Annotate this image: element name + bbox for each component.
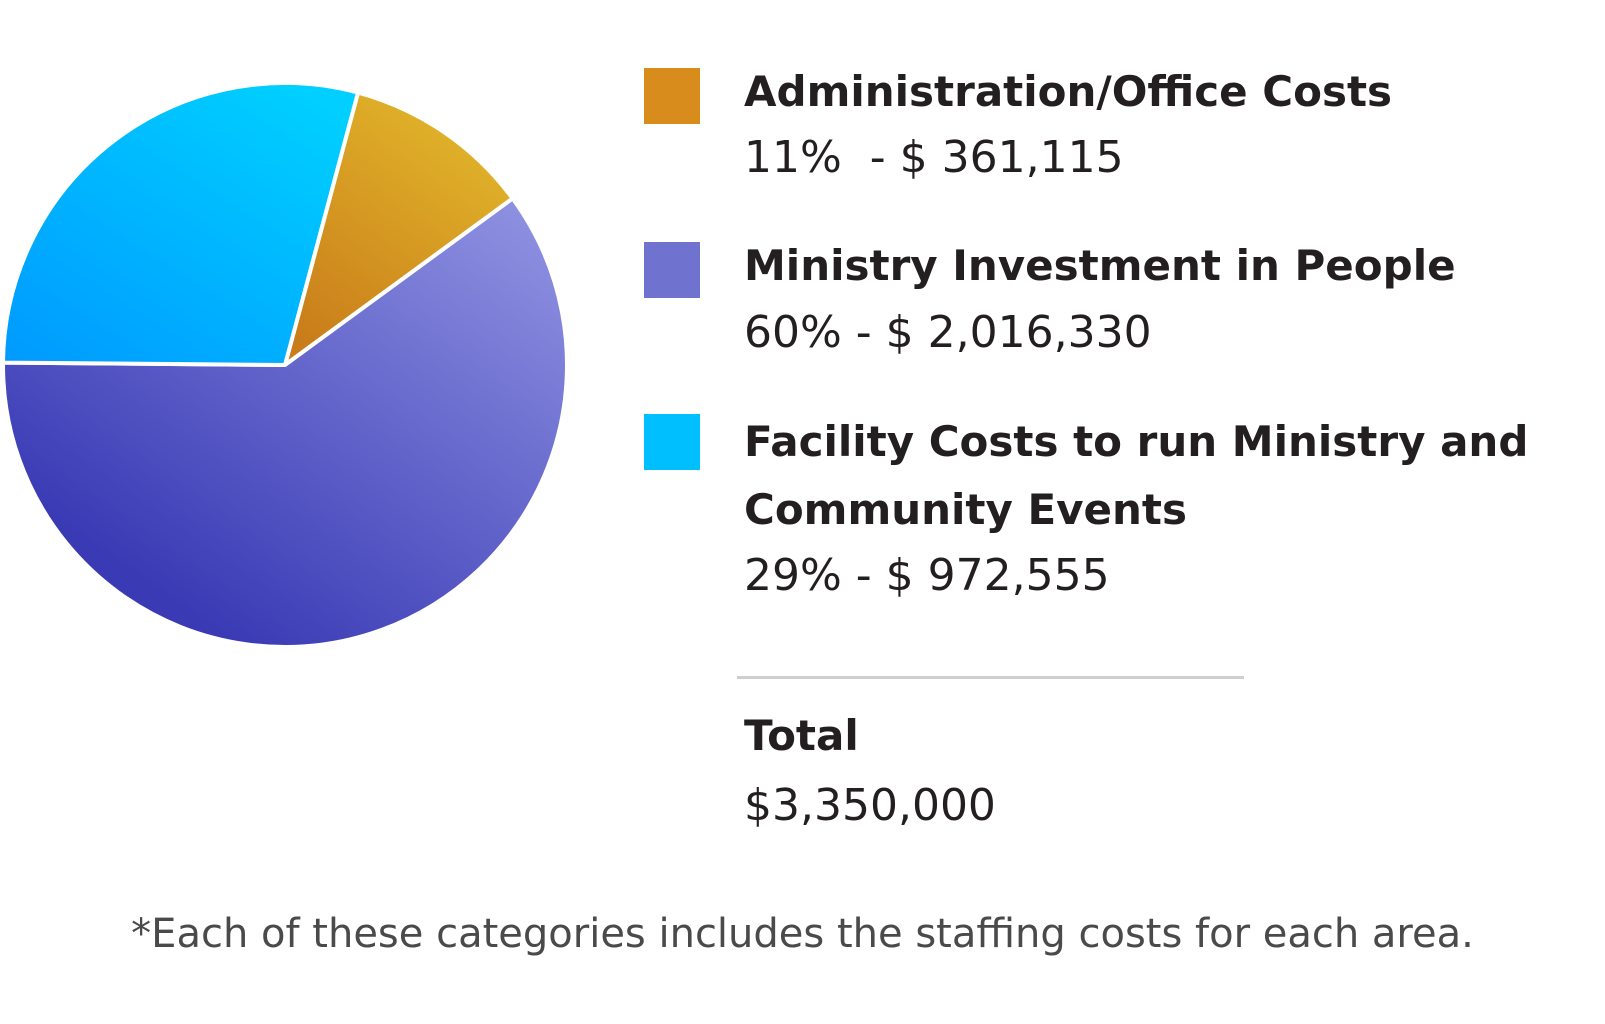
pie-slice-ministry xyxy=(1,196,569,649)
legend-swatch-ministry xyxy=(644,242,700,298)
legend-value-facility: 29% - $ 972,555 xyxy=(744,550,1110,601)
legend-value-administration: 11% - $ 361,115 xyxy=(744,132,1124,183)
footnote: *Each of these categories includes the s… xyxy=(131,911,1474,957)
legend-label-ministry: Ministry Investment in People xyxy=(744,241,1456,290)
pie-slice-administration xyxy=(283,90,515,367)
total-value: $3,350,000 xyxy=(744,780,996,831)
pie-slice-facility xyxy=(1,81,360,367)
legend-label-facility-line-1: Facility Costs to run Ministry and xyxy=(744,417,1529,466)
legend-swatch-administration xyxy=(644,68,700,124)
total-label: Total xyxy=(744,711,859,760)
pie-chart xyxy=(1,81,569,649)
legend-swatch-facility xyxy=(644,414,700,470)
legend-label-facility-line-2: Community Events xyxy=(744,485,1188,534)
legend-label-administration: Administration/Office Costs xyxy=(744,67,1393,116)
total-divider xyxy=(737,676,1244,679)
legend-value-ministry: 60% - $ 2,016,330 xyxy=(744,307,1152,358)
